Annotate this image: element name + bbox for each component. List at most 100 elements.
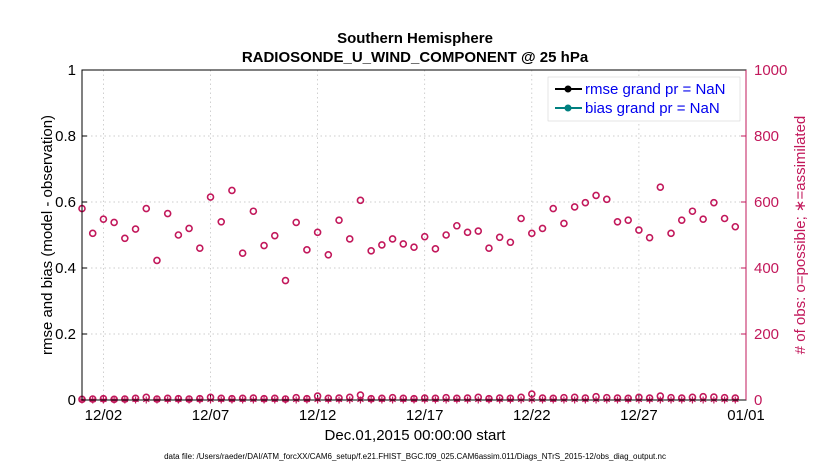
obs-possible-point [270, 231, 279, 240]
obs-possible-point [602, 393, 611, 402]
x-tick-label: 12/17 [406, 407, 444, 424]
obs-possible-point [388, 235, 397, 243]
obs-possible-point [656, 183, 665, 191]
obs-possible-point [88, 229, 97, 238]
y2-tick-label: 200 [754, 326, 779, 343]
obs-possible-point [645, 394, 654, 402]
obs-possible-point [485, 394, 493, 403]
obs-possible-point [399, 240, 408, 248]
obs-possible-point [121, 395, 129, 403]
obs-possible-point [710, 198, 718, 207]
y-tick-label: 0.4 [55, 260, 76, 277]
obs-possible-point [378, 394, 386, 403]
obs-possible-point [613, 394, 622, 402]
y2-tick-label: 400 [754, 260, 779, 277]
obs-possible-point [677, 216, 686, 224]
obs-possible-point [431, 245, 440, 253]
x-tick-label: 12/12 [299, 407, 337, 424]
legend-entry-bias: bias grand pr = NaN [555, 100, 720, 117]
obs-possible-point [345, 235, 354, 243]
obs-possible-point [528, 229, 536, 238]
obs-possible-point [238, 394, 247, 403]
obs-possible-point [442, 393, 450, 402]
obs-possible-point [667, 229, 675, 238]
obs-possible-point [174, 231, 183, 239]
y-axis-left: 0 0.2 0.4 0.6 0.8 1 [55, 62, 87, 409]
obs-possible-point [570, 203, 579, 211]
obs-possible-point [699, 215, 707, 223]
y2-tick-label: 800 [754, 128, 779, 145]
y-tick-label: 0.2 [55, 326, 76, 343]
x-tick-label: 12/22 [513, 407, 551, 424]
x-tick-label: 12/07 [192, 407, 230, 424]
x-tick-label: 12/02 [85, 407, 123, 424]
obs-possible-point [121, 234, 129, 243]
y2-axis-label: # of obs: o=possible; ∗=assimilated [792, 116, 809, 355]
obs-possible-point [281, 395, 290, 403]
obs-possible-point [131, 394, 140, 403]
obs-possible-point [153, 395, 161, 403]
obs-possible-point [153, 256, 161, 265]
obs-possible-point [185, 224, 193, 233]
obs-possible-point [281, 276, 290, 285]
obs-possible-point [720, 393, 729, 402]
obs-possible-point [163, 209, 172, 218]
obs-possible-point [549, 394, 558, 403]
obs-possible-point [110, 218, 118, 227]
obs-possible-point [731, 222, 740, 231]
x-axis: 12/02 12/07 12/12 12/17 12/22 12/27 01/01 [85, 395, 765, 424]
obs-possible-point [688, 207, 697, 216]
obs-possible-point [270, 394, 279, 403]
obs-possible-point [474, 227, 483, 235]
obs-possible-point [528, 390, 536, 398]
obs-possible-point [260, 241, 268, 250]
obs-possible-point [635, 226, 643, 234]
y-tick-label: 0 [68, 392, 76, 409]
obs-possible-point [303, 246, 311, 254]
y-tick-label: 0.6 [55, 194, 76, 211]
obs-possible-point [313, 392, 322, 400]
chart-title-line1: Southern Hemisphere [337, 30, 493, 47]
obs-possible-point [335, 216, 343, 224]
obs-possible-point [367, 247, 375, 255]
obs-possible-point [581, 198, 590, 207]
obs-possible-point [645, 233, 654, 242]
legend-entry-rmse: rmse grand pr = NaN [555, 81, 725, 98]
obs-possible-point [399, 394, 408, 403]
obs-possible-point [506, 394, 515, 403]
y-tick-label: 0.8 [55, 128, 76, 145]
obs-possible-point [442, 231, 450, 239]
obs-possible-point [613, 218, 622, 226]
obs-possible-point [538, 224, 547, 233]
legend-label-rmse: rmse grand pr = NaN [585, 81, 725, 98]
obs-possible-point [292, 393, 300, 402]
obs-possible-point [356, 391, 365, 399]
obs-possible-point [453, 394, 461, 403]
obs-possible-point [549, 204, 558, 213]
obs-possible-point [420, 394, 429, 402]
obs-possible-point [110, 395, 118, 404]
chart-title-line2: RADIOSONDE_U_WIND_COMPONENT @ 25 hPa [242, 49, 589, 66]
obs-possible-point [378, 241, 386, 249]
obs-possible-point [99, 394, 108, 403]
obs-possible-point [367, 394, 375, 403]
x-tick-label: 01/01 [727, 407, 765, 424]
obs-possible-point [538, 394, 547, 402]
obs-possible-point [196, 394, 204, 403]
y2-tick-label: 1000 [754, 62, 787, 79]
obs-possible-point [206, 193, 215, 201]
legend-marker-bias [564, 104, 572, 112]
obs-possible-point [292, 218, 300, 227]
obs-possible-point [249, 394, 258, 402]
obs-possible-point [624, 216, 632, 224]
obs-possible-point [228, 186, 236, 195]
obs-possible-point [99, 215, 108, 223]
y-axis-right: 0 200 400 600 800 1000 [741, 62, 787, 409]
obs-possible-point [560, 393, 568, 402]
obs-possible-point [410, 243, 418, 252]
obs-possible-point [485, 244, 493, 252]
obs-possible-point [260, 394, 268, 403]
obs-possible-point [356, 196, 365, 205]
obs-possible-point [463, 228, 472, 237]
obs-possible-point [592, 191, 600, 200]
